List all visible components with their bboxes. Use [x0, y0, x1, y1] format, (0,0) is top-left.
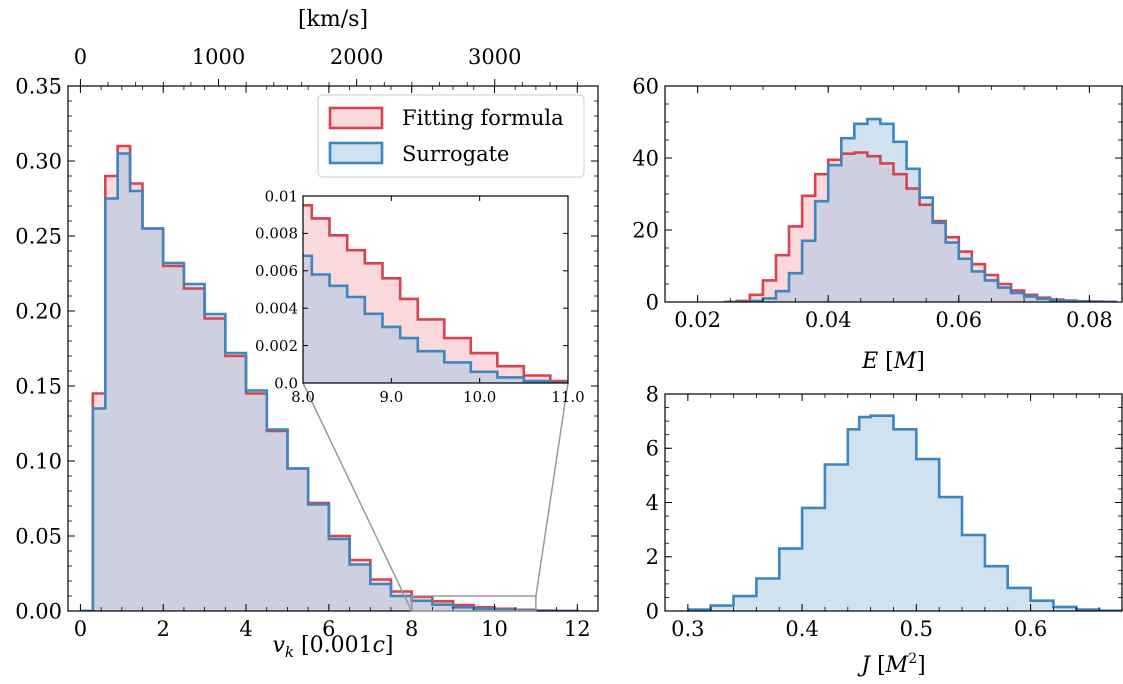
spin-x-axis-label-unit: M — [885, 653, 909, 678]
vk-x-axis-label-unit: [0.001 — [294, 633, 373, 658]
legend-swatch-fitting-formula — [328, 106, 384, 130]
histogram-fill-surrogate — [723, 119, 1116, 302]
legend-label-fitting-formula: Fitting formula — [402, 106, 564, 130]
spin-ytick-label: 2 — [646, 545, 659, 569]
zoom-region-box — [410, 595, 537, 612]
histogram-fill-surrogate — [687, 415, 1122, 611]
energy-xtick-label: 0.06 — [935, 308, 982, 332]
legend-swatch-surrogate — [328, 141, 384, 165]
spin-x-axis-label: J [M2] — [857, 651, 925, 678]
spin-ytick-label: 8 — [646, 382, 659, 406]
vk-top-axis-label: [km/s] — [298, 7, 368, 32]
spin-xtick-label: 0.3 — [671, 617, 704, 641]
vk-top-xtick-label: 2000 — [330, 45, 383, 69]
vk-inset-xtick-label: 11.0 — [551, 388, 584, 406]
vk-ytick-label: 0.10 — [15, 449, 62, 473]
vk-ytick-label: 0.20 — [15, 299, 62, 323]
legend-frame — [317, 94, 585, 178]
vk-inset-ytick-label: 0.0 — [274, 374, 298, 392]
energy-x-axis-label-unit: M — [893, 349, 917, 374]
spin-xtick-label: 0.4 — [785, 617, 818, 641]
legend: Fitting formula Surrogate — [317, 94, 585, 178]
vk-panel: 0 2 4 6 8 10 12 0.00 0.05 0.10 0.15 0.20 0.25 0.30 0.3… — [15, 74, 599, 641]
vk-ytick-label: 0.25 — [15, 224, 62, 248]
zoom-connector-left — [302, 382, 413, 612]
spin-ytick-label: 0 — [646, 599, 659, 623]
vk-inset-xtick-label: 10.0 — [463, 388, 496, 406]
vk-inset-ytick-label: 0.002 — [255, 337, 298, 355]
vk-ytick-label: 0.00 — [15, 599, 62, 623]
energy-x-axis-label: E [M] — [861, 349, 925, 374]
vk-xtick-label: 12 — [564, 617, 591, 641]
vk-inset-ytick-label: 0.006 — [255, 262, 298, 280]
energy-x-axis-label-symbol: E — [861, 349, 878, 374]
vk-inset-plot-area — [303, 204, 568, 383]
spin-x-axis-label-open: [ — [870, 653, 886, 678]
vk-ytick-label: 0.15 — [15, 374, 62, 398]
vk-ytick-label: 0.35 — [15, 74, 62, 98]
vk-x-axis-label-close: ] — [385, 633, 394, 658]
energy-xtick-label: 0.04 — [805, 308, 852, 332]
histogram-step-surrogate — [303, 254, 568, 383]
vk-x-axis-label-symbol: v — [272, 633, 285, 658]
energy-x-axis-label-open: [ — [878, 349, 894, 374]
spin-x-axis-label-exponent: 2 — [908, 651, 917, 667]
vk-xtick-label: 6 — [322, 617, 335, 641]
vk-xtick-label: 0 — [74, 617, 87, 641]
legend-label-surrogate: Surrogate — [402, 142, 509, 166]
histogram-step-fitting-formula — [303, 204, 568, 383]
zoom-connector-right — [535, 382, 569, 597]
vk-inset-ytick-label: 0.008 — [255, 225, 298, 243]
energy-ytick-label: 60 — [632, 74, 659, 98]
vk-top-xtick-label: 1000 — [192, 45, 245, 69]
histogram-step-surrogate — [687, 414, 1122, 611]
spin-xtick-label: 0.5 — [900, 617, 933, 641]
vk-inset-frame — [302, 195, 569, 384]
vk-inset-panel: 8.0 9.0 10.0 11.0 0.0 0.002 0.004 0.006 0.008 0.0… — [255, 187, 585, 406]
spin-ytick-label: 4 — [646, 491, 659, 515]
spin-xtick-label: 0.6 — [1014, 617, 1047, 641]
energy-panel: 0.02 0.04 0.06 0.08 0 20 40 60 — [632, 74, 1123, 332]
energy-ytick-label: 40 — [632, 146, 659, 170]
vk-ytick-label: 0.30 — [15, 149, 62, 173]
vk-top-xtick-label: 0 — [74, 45, 87, 69]
spin-ytick-label: 6 — [646, 437, 659, 461]
spin-x-axis-label-close: ] — [917, 653, 926, 678]
vk-xtick-label: 4 — [239, 617, 252, 641]
histogram-fill-surrogate — [80, 153, 578, 611]
histogram-step-surrogate — [723, 117, 1117, 302]
vk-xtick-label: 2 — [157, 617, 170, 641]
vk-xtick-label: 8 — [405, 617, 418, 641]
vk-x-axis-label-subscript: k — [285, 643, 294, 661]
vk-top-xtick-label: 3000 — [468, 45, 521, 69]
energy-ytick-label: 0 — [646, 290, 659, 314]
spin-plot-area — [687, 414, 1122, 611]
energy-plot-area — [723, 117, 1117, 302]
spin-x-axis-label-symbol: J — [857, 653, 871, 678]
vk-inset-ytick-label: 0.004 — [255, 299, 298, 317]
energy-ytick-label: 20 — [632, 218, 659, 242]
vk-inset-xtick-label: 9.0 — [379, 388, 403, 406]
energy-xtick-label: 0.02 — [674, 308, 721, 332]
vk-inset-ytick-label: 0.01 — [265, 187, 298, 205]
spin-panel: 0.3 0.4 0.5 0.6 0 2 4 6 8 — [646, 382, 1123, 641]
vk-x-axis-label-c: c — [373, 633, 385, 658]
vk-x-axis-label: vk [0.001c] — [272, 633, 393, 661]
energy-xtick-label: 0.08 — [1066, 308, 1113, 332]
energy-x-axis-label-close: ] — [916, 349, 925, 374]
histogram-step-surrogate — [80, 152, 578, 611]
vk-xtick-label: 10 — [481, 617, 508, 641]
vk-ytick-label: 0.05 — [15, 524, 62, 548]
histogram-fill-surrogate — [303, 255, 568, 383]
vk-inset-xtick-label: 8.0 — [291, 388, 315, 406]
vk-frame — [67, 85, 599, 612]
